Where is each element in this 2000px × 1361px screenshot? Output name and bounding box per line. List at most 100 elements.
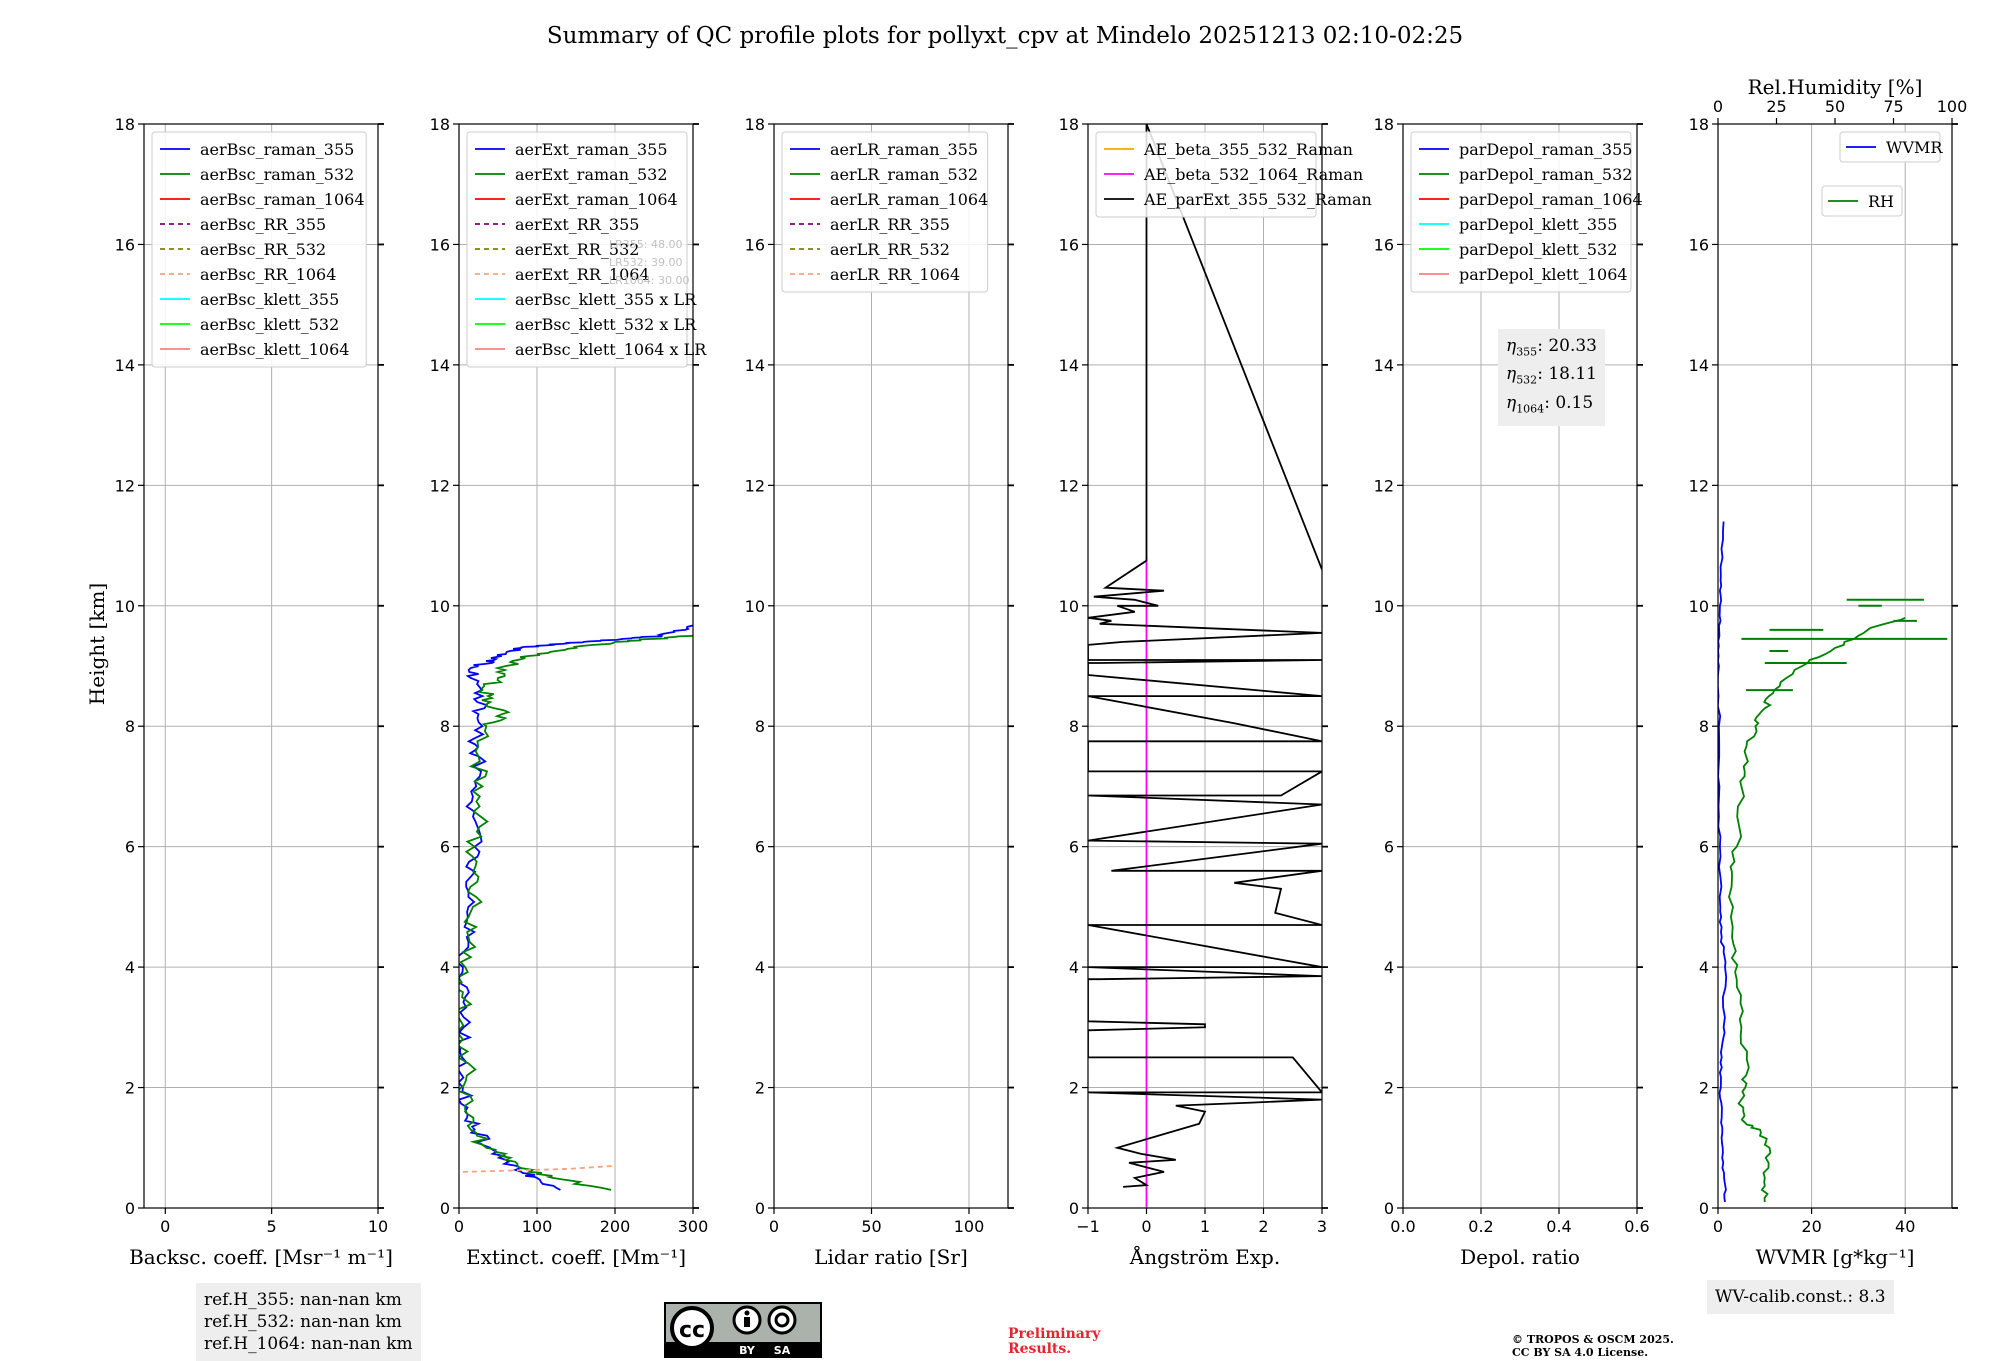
y-tick-label: 4: [440, 958, 450, 977]
legend-label: aerBsc_raman_1064: [200, 190, 365, 209]
series-line-aerExt_RR_1064: [462, 1164, 616, 1173]
legend-label: parDepol_raman_355: [1459, 140, 1632, 159]
legend-label: aerExt_raman_532: [515, 165, 668, 184]
axes-frame: [458, 123, 694, 1209]
y-tick-label: 0: [1384, 1199, 1394, 1218]
y-tick-label: 16: [745, 235, 765, 254]
y-tick-label: 6: [755, 838, 765, 857]
legend-label: aerLR_RR_1064: [830, 265, 960, 284]
y-tick-label: 12: [115, 476, 135, 495]
y-tick-label: 14: [430, 356, 450, 375]
y-tick-label: 8: [755, 717, 765, 736]
x-tick-label: 0: [454, 1217, 464, 1236]
y-tick-label: 16: [1374, 235, 1394, 254]
y-tick-label: 12: [1059, 476, 1079, 495]
legend-label: aerBsc_klett_532: [200, 315, 339, 334]
y-tick-label: 2: [1699, 1079, 1709, 1098]
y-tick-label: 8: [1699, 717, 1709, 736]
top-x-tick-label: 100: [1937, 97, 1968, 116]
cc-sa-label: SA: [774, 1344, 791, 1357]
y-tick-label: 2: [125, 1079, 135, 1098]
chart-panel-ext: 0 2 4 6 8 10 12 14 16 18 0 100 200 300 Extinct. coeff.…: [430, 115, 709, 1269]
y-tick-label: 18: [430, 115, 450, 134]
legend-label: aerExt_RR_1064: [515, 265, 650, 284]
copyright-line-2: CC BY SA 4.0 License.: [1512, 1346, 1649, 1359]
legend-label: aerExt_raman_1064: [515, 190, 678, 209]
y-tick-label: 18: [1689, 115, 1709, 134]
y-tick-label: 2: [1384, 1079, 1394, 1098]
y-tick-label: 0: [1069, 1199, 1079, 1218]
y-tick-label: 4: [1069, 958, 1079, 977]
x-tick-label: 0.0: [1390, 1217, 1415, 1236]
x-axis-label: Depol. ratio: [1460, 1245, 1580, 1269]
y-tick-label: 8: [440, 717, 450, 736]
y-tick-label: 14: [1689, 356, 1709, 375]
y-tick-label: 4: [125, 958, 135, 977]
chart-panel-lr: 0 2 4 6 8 10 12 14 16 18 0 50 100 Lidar ratio [Sr] aer…: [745, 115, 1014, 1269]
ref-height-1064: ref.H_1064: nan-nan km: [204, 1334, 413, 1354]
legend-label: aerBsc_RR_532: [200, 240, 326, 259]
legend-box: [466, 131, 688, 368]
y-tick-label: 16: [1059, 235, 1079, 254]
legend-label: aerLR_raman_532: [830, 165, 978, 184]
legend-label: AE_beta_532_1064_Raman: [1143, 165, 1363, 184]
legend-box: [1839, 131, 1941, 163]
eta-532: η532: 18.11: [1506, 364, 1597, 387]
preliminary-note: Preliminary Results.: [1008, 1327, 1100, 1357]
figure-title: Summary of QC profile plots for pollyxt_…: [547, 23, 1463, 49]
x-axis-label: WVMR [g*kg⁻¹]: [1756, 1245, 1915, 1269]
y-tick-label: 6: [1069, 838, 1079, 857]
x-tick-label: 50: [861, 1217, 881, 1236]
legend-label: AE_parExt_355_532_Raman: [1143, 190, 1372, 209]
top-axis-label: Rel.Humidity [%]: [1748, 75, 1923, 99]
y-tick-label: 14: [115, 356, 135, 375]
x-tick-label: 100: [522, 1217, 553, 1236]
y-tick-label: 10: [430, 597, 450, 616]
legend-label: parDepol_klett_532: [1459, 240, 1617, 259]
x-tick-label: 3: [1317, 1217, 1327, 1236]
eta-355: η355: 20.33: [1506, 336, 1597, 359]
wv-calib-box: WV-calib.const.: 8.3: [1707, 1280, 1894, 1314]
legend-label: parDepol_raman_532: [1459, 165, 1632, 184]
share-alike-icon: [767, 1305, 797, 1335]
y-tick-label: 14: [1374, 356, 1394, 375]
x-tick-label: 10: [368, 1217, 388, 1236]
x-tick-label: 20: [1801, 1217, 1821, 1236]
x-axis-label: Ångström Exp.: [1129, 1244, 1280, 1269]
legend-label: aerLR_raman_355: [830, 140, 978, 159]
lr-annotation: LR355: 48.00: [609, 238, 682, 251]
y-tick-label: 16: [1689, 235, 1709, 254]
legend-label: aerBsc_klett_355: [200, 290, 339, 309]
lr-annotation: LR532: 39.00: [609, 256, 682, 269]
x-tick-label: 0.6: [1624, 1217, 1649, 1236]
y-tick-label: 8: [125, 717, 135, 736]
wv-calib-text: WV-calib.const.: 8.3: [1715, 1287, 1886, 1307]
y-tick-label: 16: [115, 235, 135, 254]
legend-box: [1821, 185, 1903, 217]
x-axis-label: Backsc. coeff. [Msr⁻¹ m⁻¹]: [129, 1245, 393, 1269]
x-tick-label: 1: [1200, 1217, 1210, 1236]
y-tick-label: 12: [1374, 476, 1394, 495]
preliminary-line-1: Preliminary: [1008, 1326, 1101, 1342]
series-line-RH: [1728, 616, 1906, 1203]
series-group: [1718, 521, 1948, 1203]
legend-box: [151, 131, 367, 368]
legend-box: [1095, 131, 1317, 218]
x-tick-label: −1: [1076, 1217, 1100, 1236]
y-tick-label: 2: [440, 1079, 450, 1098]
series-line-WVMR: [1718, 521, 1728, 1203]
copyright-note: © TROPOS & OSCM 2025. CC BY SA 4.0 Licen…: [1512, 1333, 1674, 1359]
legend-label: aerBsc_klett_1064: [200, 340, 349, 359]
legend-label: parDepol_klett_355: [1459, 215, 1617, 234]
x-tick-label: 0: [769, 1217, 779, 1236]
legend-label: aerBsc_raman_532: [200, 165, 354, 184]
legend-label: aerBsc_klett_1064 x LR: [515, 340, 707, 359]
chart-panel-depol: 0 2 4 6 8 10 12 14 16 18 0.0 0.2 0.4 0.6 Depol. ratio p…: [1374, 115, 1650, 1269]
legend-box: [781, 131, 989, 293]
legend-label: aerExt_RR_532: [515, 240, 639, 259]
legend-label: aerBsc_RR_1064: [200, 265, 336, 284]
y-tick-label: 10: [745, 597, 765, 616]
eta-1064: η1064: 0.15: [1506, 392, 1594, 416]
